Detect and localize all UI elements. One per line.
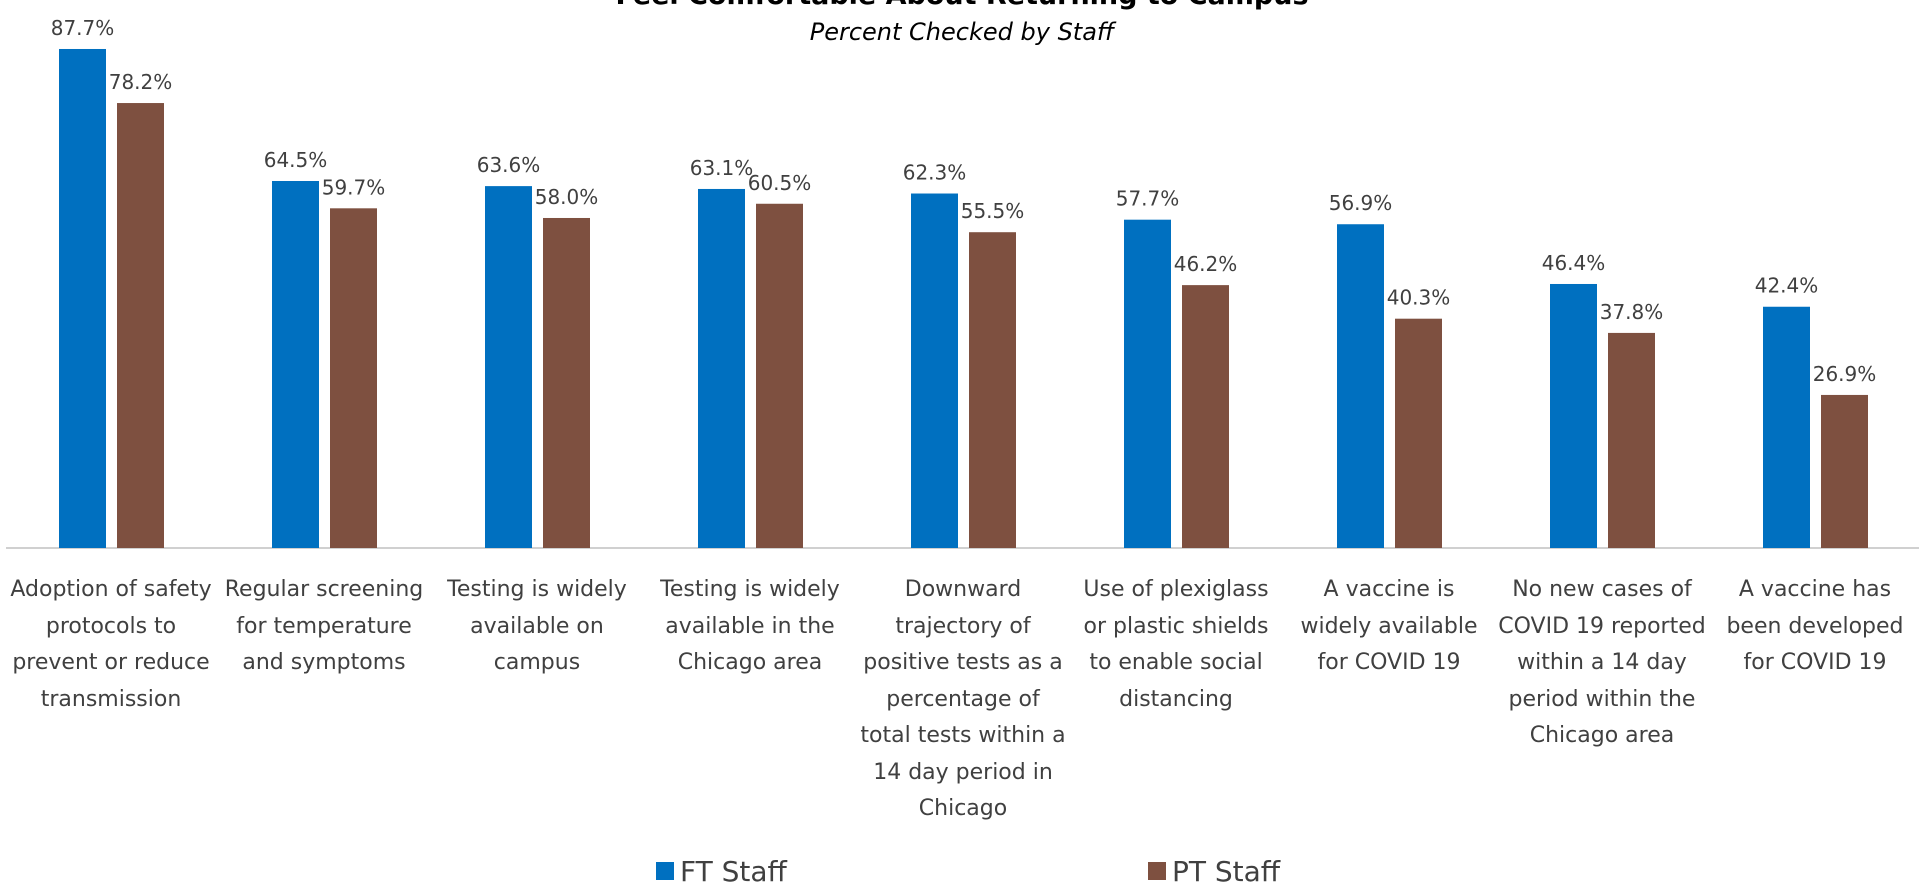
x-tick-label: A vaccine has been developed for COVID 1… [1726,577,1904,675]
value-label: 60.5% [748,171,812,195]
x-tick-label: A vaccine is widely available for COVID … [1300,577,1478,675]
value-label: 40.3% [1387,286,1451,310]
bar [1337,224,1384,548]
legend-swatch [1148,862,1166,880]
bar [485,186,532,548]
bar [272,180,319,548]
x-tick-label: Downward trajectory of positive tests as… [860,577,1066,821]
value-label: 59.7% [322,175,386,199]
bar [1763,306,1810,548]
value-label: 55.5% [961,199,1025,223]
x-tick-label: Regular screening for temperature and sy… [224,577,424,675]
bar [1182,285,1229,548]
bar [117,103,164,549]
bar [756,203,803,548]
bar [1124,219,1171,548]
x-tick-label: Testing is widely available in the Chica… [660,577,840,675]
x-tick-label: Adoption of safety protocols to prevent … [10,577,212,712]
value-label: 63.6% [477,153,541,177]
value-label: 58.0% [535,185,599,209]
bar [330,208,377,548]
value-label: 64.5% [264,148,328,172]
bar [543,217,590,549]
chart-title: Feel Comfortable About Returning to Camp… [615,0,1308,11]
value-label: 37.8% [1600,300,1664,324]
value-label: 78.2% [109,70,173,94]
bar [911,193,958,548]
bar [1821,394,1868,548]
bar [1550,283,1597,548]
bar [698,188,745,548]
value-label: 57.7% [1116,187,1180,211]
legend-swatch [656,862,674,880]
x-tick-label: No new cases of COVID 19 reported within… [1498,577,1706,748]
bar [969,232,1016,548]
value-label: 56.9% [1329,191,1393,215]
value-label: 87.7% [51,16,115,40]
chart-subtitle: Percent Checked by Staff [810,18,1117,46]
x-tick-label: Testing is widely available on campus [447,577,627,675]
x-tick-label: Use of plexiglass or plastic shields to … [1083,577,1269,712]
value-label: 46.2% [1174,252,1238,276]
bar [1608,332,1655,548]
legend-label: PT Staff [1172,855,1281,884]
value-label: 46.4% [1542,251,1606,275]
bar [1395,318,1442,548]
bar [59,48,106,548]
value-label: 63.1% [690,156,754,180]
value-label: 62.3% [903,161,967,185]
value-label: 26.9% [1813,362,1877,386]
value-label: 42.4% [1755,274,1819,298]
legend-label: FT Staff [680,855,788,884]
